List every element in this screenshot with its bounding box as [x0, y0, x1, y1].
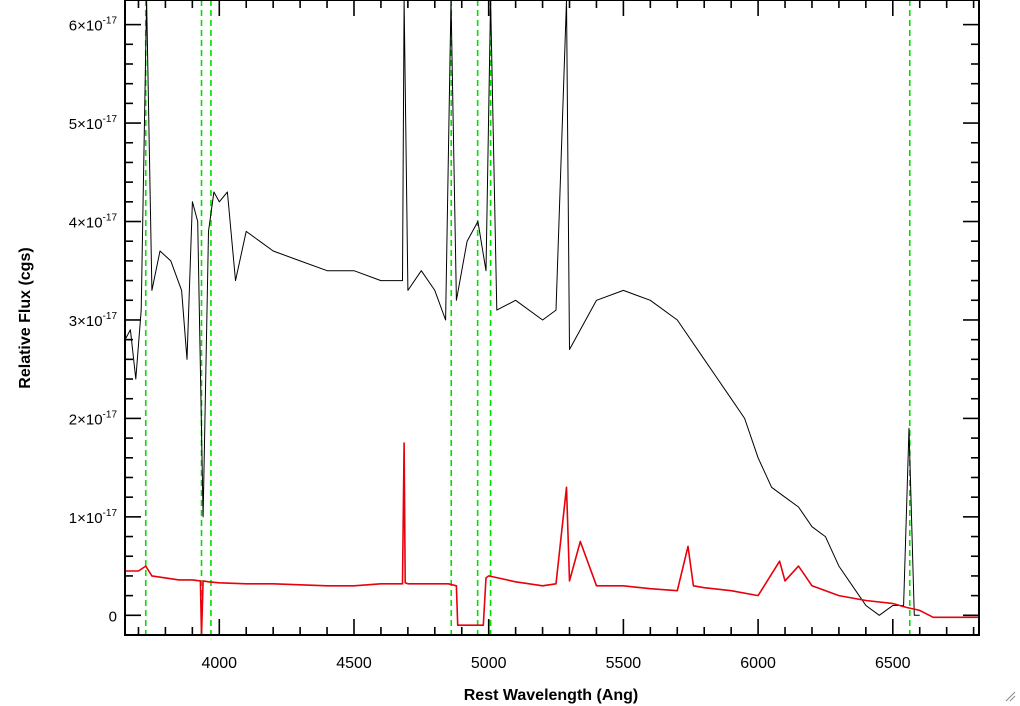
x-tick-label-6000: 6000 — [740, 655, 776, 672]
resize-grip-icon[interactable] — [1004, 690, 1016, 702]
x-tick-label-4000: 4000 — [201, 655, 237, 672]
x-tick-label-4500: 4500 — [336, 655, 372, 672]
x-tick-label-5000: 5000 — [471, 655, 507, 672]
y-tick-label-5: 5×10-17 — [69, 114, 118, 133]
x-tick-label-6500: 6500 — [875, 655, 911, 672]
model-line — [125, 442, 979, 636]
y-tick-label-3: 3×10-17 — [69, 311, 118, 330]
series-group — [124, 0, 979, 636]
spectrum-line — [124, 0, 920, 616]
y-tick-label-4: 4×10-17 — [69, 213, 118, 232]
y-axis-title: Relative Flux (cgs) — [17, 247, 34, 388]
x-tick-label-5500: 5500 — [606, 655, 642, 672]
x-axis: 4000 4500 5000 5500 6000 6500 — [137, 0, 975, 672]
y-tick-label-1: 1×10-17 — [69, 508, 118, 527]
plot-frame — [124, 0, 980, 636]
emission-line-markers — [144, 0, 911, 635]
x-axis-title: Rest Wavelength (Ang) — [464, 687, 639, 704]
y-tick-label-6: 6×10-17 — [69, 16, 118, 35]
y-tick-label-2: 2×10-17 — [69, 409, 118, 428]
y-axis: 0 1×10-17 2×10-17 3×10-17 4×10-17 5×10-17 6×10… — [69, 16, 979, 625]
y-tick-label-0: 0 — [109, 608, 117, 625]
